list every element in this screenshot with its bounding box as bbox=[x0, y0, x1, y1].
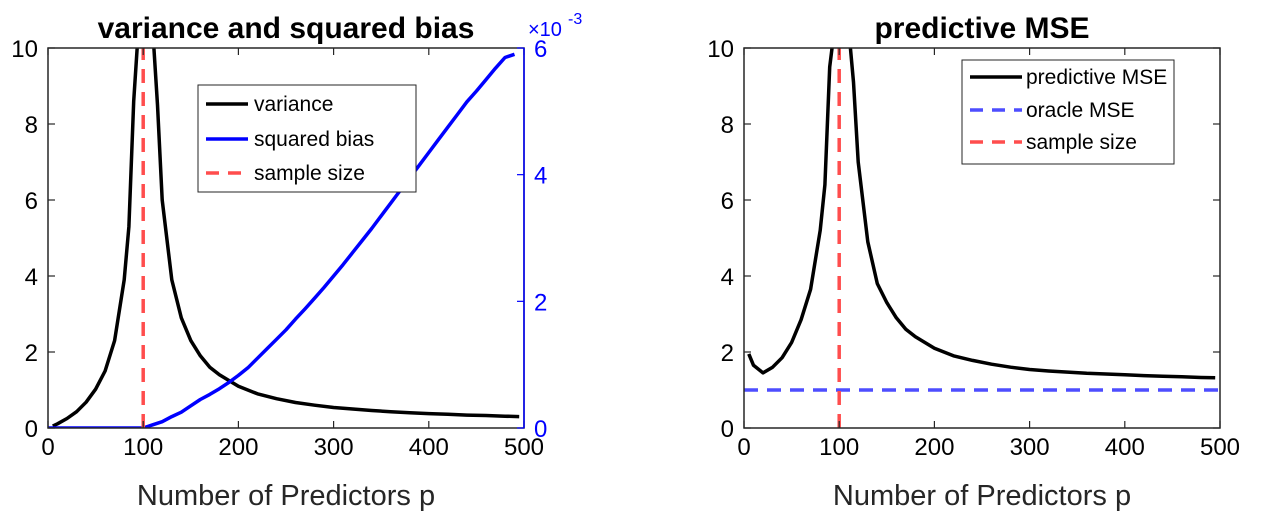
chart-title: predictive MSE bbox=[874, 12, 1089, 45]
x-tick-label: 200 bbox=[218, 434, 258, 461]
y2-tick-label: 2 bbox=[534, 289, 547, 316]
series-line-squared-bias bbox=[48, 52, 516, 428]
y2-tick-label: 6 bbox=[534, 36, 547, 63]
y-tick-label: 0 bbox=[721, 416, 734, 443]
legend-label-sample-size: sample size bbox=[254, 162, 365, 185]
series-layer bbox=[48, 48, 520, 428]
x-tick-label: 500 bbox=[504, 434, 544, 461]
y2-exponent-power: -3 bbox=[568, 11, 582, 28]
x-tick-label: 400 bbox=[409, 434, 449, 461]
y2-exponent-base: ×10 bbox=[528, 19, 562, 41]
y-tick-label: 8 bbox=[25, 112, 38, 139]
y-tick-label: 2 bbox=[721, 340, 734, 367]
series-line-predictive-mse bbox=[747, 48, 1216, 380]
y-tick-label: 2 bbox=[25, 340, 38, 367]
ticks-layer: 0 100 200 300 400 500 0 2 4 6 8 10 bbox=[707, 36, 1240, 461]
x-axis-label: Number of Predictors p bbox=[137, 480, 435, 512]
x-tick-label: 300 bbox=[1010, 434, 1050, 461]
y2-tick-label: 0 bbox=[534, 416, 547, 443]
y2-tick-label: 4 bbox=[534, 163, 547, 190]
x-tick-label: 500 bbox=[1200, 434, 1240, 461]
y-tick-label: 4 bbox=[721, 264, 734, 291]
x-tick-label: 400 bbox=[1105, 434, 1145, 461]
chart-title: variance and squared bias bbox=[98, 12, 475, 45]
y-tick-label: 0 bbox=[25, 416, 38, 443]
x-axis-label: Number of Predictors p bbox=[833, 480, 1131, 512]
x-tick-label: 0 bbox=[737, 434, 750, 461]
legend-label-sample-size: sample size bbox=[1026, 131, 1137, 154]
series-line-variance bbox=[52, 48, 520, 428]
legend: predictive MSE oracle MSE sample size bbox=[961, 59, 1175, 165]
y-tick-label: 8 bbox=[721, 112, 734, 139]
legend-label-oracle-mse: oracle MSE bbox=[1026, 99, 1135, 122]
x-tick-label: 300 bbox=[314, 434, 354, 461]
y2-exponent-label: ×10 -3 bbox=[528, 11, 582, 41]
axes-box bbox=[743, 47, 1221, 429]
legend-label-variance: variance bbox=[254, 93, 333, 116]
x-tick-label: 200 bbox=[914, 434, 954, 461]
x-tick-label: 100 bbox=[819, 434, 859, 461]
series-layer bbox=[744, 48, 1220, 428]
x-tick-label: 100 bbox=[123, 434, 163, 461]
y-tick-label: 6 bbox=[721, 188, 734, 215]
legend-label-squared-bias: squared bias bbox=[254, 128, 374, 151]
legend-label-predictive-mse: predictive MSE bbox=[1026, 66, 1167, 89]
y-tick-label: 10 bbox=[707, 36, 734, 63]
y-tick-label: 6 bbox=[25, 188, 38, 215]
legend: variance squared bias sample size bbox=[197, 84, 417, 193]
right-chart-panel: 0 100 200 300 400 500 0 2 4 6 8 10 predictive MSE N… bbox=[707, 12, 1240, 512]
x-tick-label: 0 bbox=[41, 434, 54, 461]
y-tick-label: 4 bbox=[25, 264, 38, 291]
y-tick-label: 10 bbox=[11, 36, 38, 63]
